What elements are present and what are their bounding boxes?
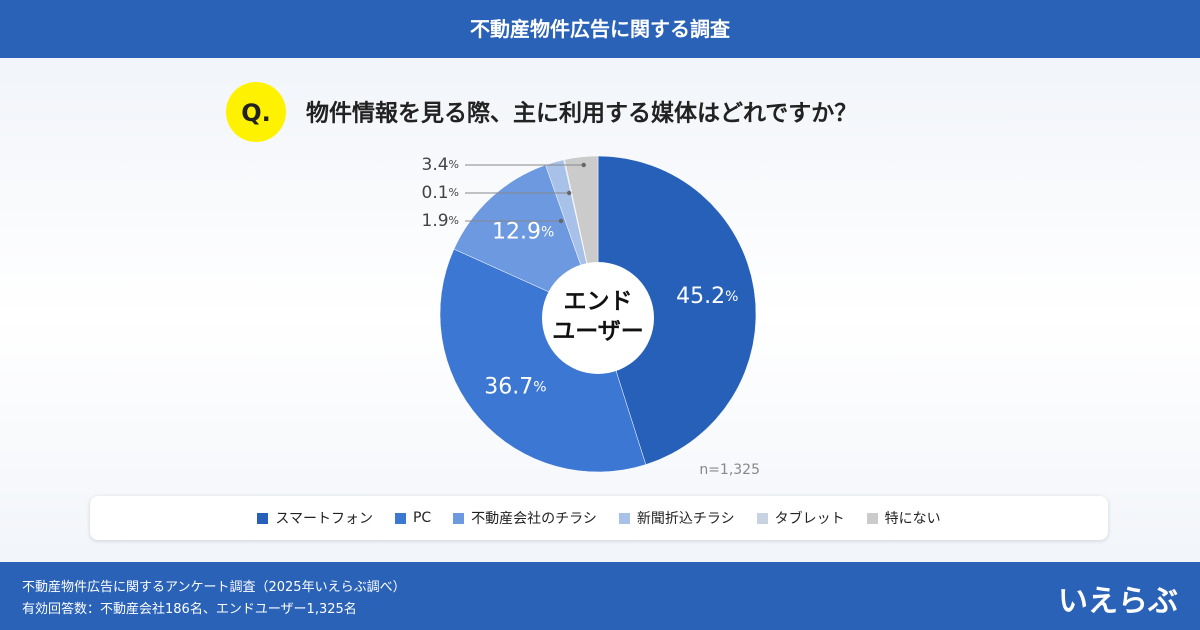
legend: スマートフォン PC 不動産会社のチラシ 新聞折込チラシ タブレット 特にない xyxy=(90,496,1108,540)
legend-label: スマートフォン xyxy=(275,511,373,527)
pie-slice xyxy=(597,155,757,465)
value-label: 3.4% xyxy=(422,155,460,175)
legend-label: 特にない xyxy=(884,511,941,527)
value-label: 12.9% xyxy=(492,220,554,245)
legend-swatch xyxy=(756,512,768,524)
legend-item: 不動産会社のチラシ xyxy=(453,508,597,528)
note: n=1,325 xyxy=(699,462,760,478)
value-label: 1.9% xyxy=(422,211,460,231)
question-marker: Q. xyxy=(241,99,271,127)
value-label: 45.2% xyxy=(676,284,738,309)
center-label: ユーザー xyxy=(552,319,644,345)
header-title: 不動産物件広告に関する調査 xyxy=(0,0,1200,58)
footer-line: 有効回答数：不動産会社186名、エンドユーザー1,325名 xyxy=(22,602,357,617)
pie-slice xyxy=(439,248,647,473)
legend-item: スマートフォン xyxy=(257,508,373,528)
value-label: 36.7% xyxy=(484,375,546,400)
footer-line: 不動産物件広告に関するアンケート調査（2025年いえらぶ調べ） xyxy=(22,580,406,595)
question-badge xyxy=(226,82,286,142)
legend-swatch xyxy=(257,512,269,524)
pie: 45.2% 36.7% 12.9% 3.4% 0.1% 1.9% エンドユーザー xyxy=(422,155,757,473)
leader-dot xyxy=(566,190,572,196)
legend-swatch xyxy=(866,512,878,524)
legend-swatch xyxy=(394,512,406,524)
question: 物件情報を見る際、主に利用する媒体はどれですか？ xyxy=(306,100,857,127)
legend-swatch xyxy=(618,512,630,524)
legend-label: タブレット xyxy=(774,511,845,527)
legend-item: PC xyxy=(394,510,432,526)
legend-swatch xyxy=(453,512,465,524)
legend-label: 不動産会社のチラシ xyxy=(471,511,597,527)
logo: いえらぶ xyxy=(1058,584,1178,619)
footer: 不動産物件広告に関するアンケート調査（2025年いえらぶ調べ） 有効回答数：不動… xyxy=(0,562,1200,630)
legend-label: PC xyxy=(412,510,432,526)
center-label: エンド xyxy=(564,289,633,315)
legend-item: 特にない xyxy=(866,508,941,528)
legend-item: タブレット xyxy=(756,508,845,528)
legend-label: 新聞折込チラシ xyxy=(636,511,735,527)
value-label: 0.1% xyxy=(422,183,460,203)
legend-item: 新聞折込チラシ xyxy=(618,508,735,528)
donut-hole xyxy=(542,262,654,374)
leader-dot xyxy=(558,218,564,224)
leader-dot xyxy=(581,162,586,168)
